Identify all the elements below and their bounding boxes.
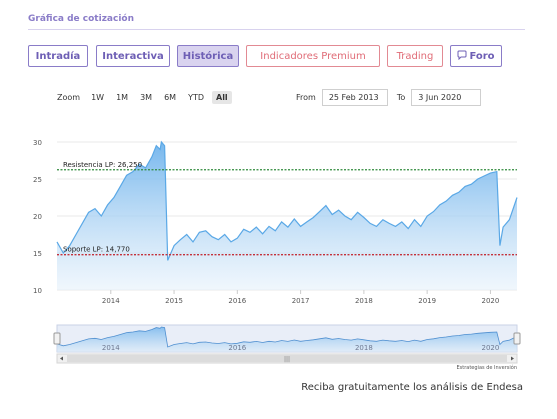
x-tick-label: 2016 [228, 297, 246, 305]
x-tick-label: 2014 [102, 297, 120, 305]
from-date-input[interactable]: 25 Feb 2013 [321, 88, 388, 106]
tab-label: Indicadores Premium [260, 50, 366, 62]
tab-interactiva[interactable]: Interactiva [96, 45, 170, 67]
navigator-year-label: 2018 [355, 344, 373, 352]
tab-label: Foro [469, 50, 495, 62]
navigator-left-handle[interactable] [53, 332, 61, 345]
zoom-1w-button[interactable]: 1W [91, 92, 105, 102]
tab-indicadores-premium[interactable]: Indicadores Premium [246, 45, 380, 67]
scroll-right-arrow-icon[interactable] [511, 356, 514, 361]
analysis-link[interactable]: Reciba gratuitamente los análisis de End… [301, 382, 523, 393]
from-label: From [296, 92, 316, 102]
chart-credit: Estrategias de Inversión [456, 365, 518, 371]
y-tick-label: 30 [33, 139, 42, 147]
navigator-area [57, 327, 517, 352]
x-tick-label: 2015 [165, 297, 183, 305]
resistance-label: Resistencia LP: 26,250 [63, 161, 142, 169]
support-label: Soporte LP: 14,770 [63, 246, 130, 254]
scroll-left-arrow-icon[interactable] [60, 356, 63, 361]
navigator-right-handle[interactable] [513, 332, 521, 345]
zoom-3m-button[interactable]: 3M [140, 92, 153, 102]
navigator-year-label: 2014 [102, 344, 120, 352]
x-tick-label: 2020 [482, 297, 500, 305]
y-tick-label: 10 [33, 287, 42, 295]
title-divider [28, 29, 525, 30]
speech-bubble-icon [457, 50, 467, 63]
tab-label: Histórica [182, 50, 234, 62]
to-date-input[interactable]: 3 Jun 2020 [411, 88, 482, 106]
y-tick-label: 15 [33, 250, 42, 258]
x-tick-label: 2019 [418, 297, 436, 305]
tab-trading[interactable]: Trading [387, 45, 443, 67]
scrollbar-thumb[interactable] [67, 355, 507, 362]
navigator-year-label: 2020 [482, 344, 500, 352]
y-tick-label: 25 [33, 176, 42, 184]
tab-label: Interactiva [102, 50, 164, 62]
price-series-line [56, 140, 518, 261]
tab-foro[interactable]: Foro [450, 45, 502, 67]
tab-intradia[interactable]: Intradía [28, 45, 88, 67]
zoom-all-button[interactable]: All [212, 90, 232, 104]
y-tick-label: 20 [33, 213, 42, 221]
navigator-line [56, 326, 518, 348]
zoom-1m-button[interactable]: 1M [116, 92, 129, 102]
price-area-fill [57, 142, 517, 290]
zoom-selector: Zoom 1W 1M 3M 6M YTD All [57, 88, 236, 106]
zoom-label: Zoom [57, 92, 81, 102]
zoom-6m-button[interactable]: 6M [164, 92, 177, 102]
date-range: From 25 Feb 2013 To 3 Jun 2020 [296, 88, 482, 106]
zoom-ytd-button[interactable]: YTD [188, 92, 204, 102]
tab-historica[interactable]: Histórica [177, 45, 239, 67]
x-tick-label: 2017 [292, 297, 310, 305]
navigator-year-label: 2016 [228, 344, 246, 352]
scrollbar-grip-icon: ||| [284, 356, 290, 363]
to-label: To [396, 92, 406, 102]
x-tick-label: 2018 [355, 297, 373, 305]
tab-label: Trading [396, 50, 434, 62]
chart-widget-title: Gráfica de cotización [28, 14, 135, 24]
tab-label: Intradía [35, 50, 81, 62]
